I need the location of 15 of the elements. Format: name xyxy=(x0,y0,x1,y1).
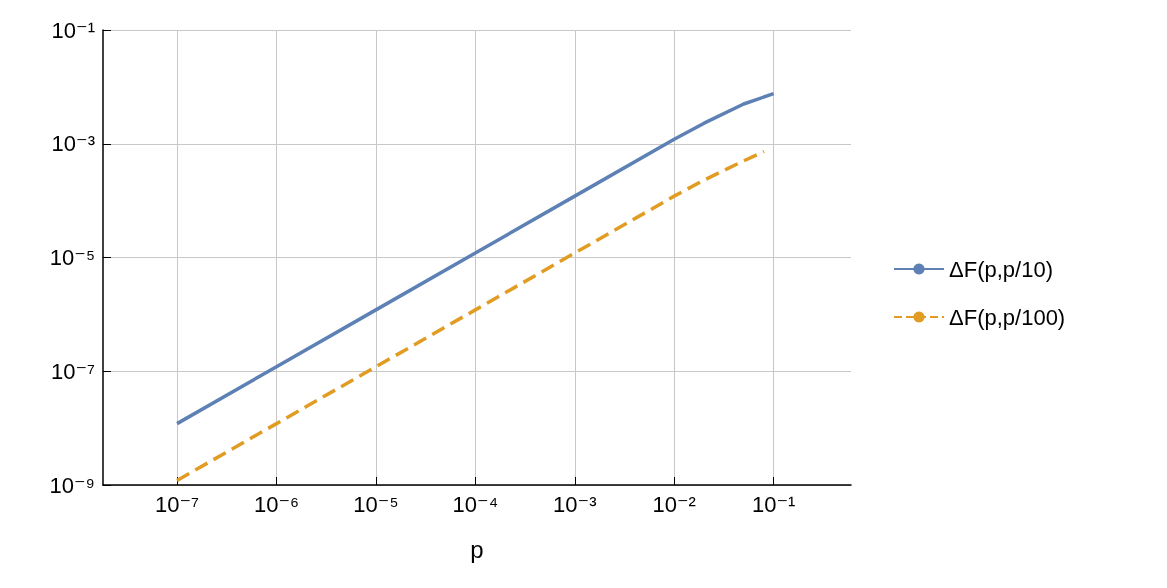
x-tick-label: 10⁻³ xyxy=(553,491,597,517)
y-tick-label: 10⁻⁷ xyxy=(50,358,96,384)
y-tick-label: 10⁻⁵ xyxy=(49,245,95,270)
x-tick-label: 10⁻⁵ xyxy=(353,491,399,517)
y-tick-label: 10⁻⁹ xyxy=(49,472,95,498)
x-tick-label: 10⁻¹ xyxy=(751,491,796,517)
x-tick-label: 10⁻² xyxy=(652,491,696,517)
legend-label: ΔF(p,p/10) xyxy=(949,256,1053,282)
y-tick-label: 10⁻³ xyxy=(51,131,95,157)
legend-label: ΔF(p,p/100) xyxy=(949,304,1066,330)
x-axis-title: p xyxy=(470,535,484,563)
y-tick-label: 10⁻¹ xyxy=(51,17,95,43)
x-tick-label: 10⁻⁶ xyxy=(253,491,300,517)
x-tick-label: 10⁻⁴ xyxy=(452,491,499,517)
x-tick-label: 10⁻⁷ xyxy=(155,491,200,517)
